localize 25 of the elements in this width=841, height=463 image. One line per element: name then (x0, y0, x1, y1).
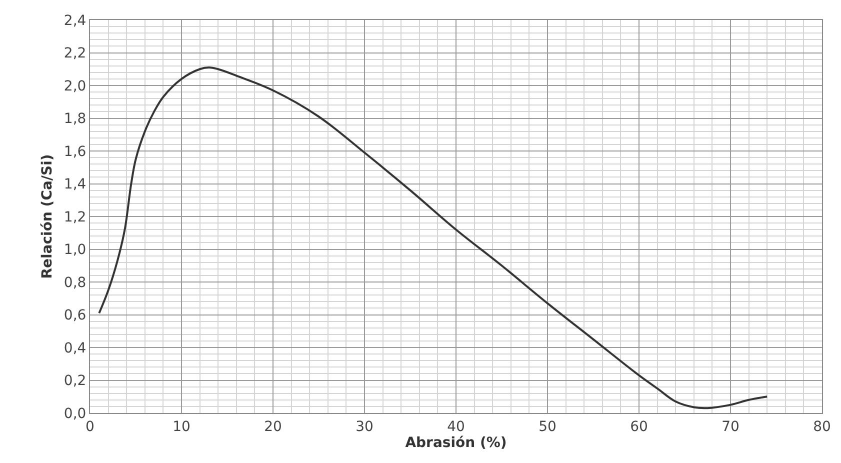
y-tick-label: 0,4 (64, 340, 86, 356)
y-tick-label: 2,2 (64, 46, 86, 62)
line-series (98, 66, 768, 410)
y-tick-label: 2,4 (64, 12, 86, 29)
y-axis-title: Relación (Ca/Si) (40, 154, 56, 279)
x-tick-label: 10 (172, 418, 190, 435)
y-tick-label: 1,4 (64, 176, 86, 193)
y-tick-label: 1,8 (64, 111, 86, 128)
x-axis-title: Abrasión (%) (405, 434, 507, 451)
x-tick-label: 0 (86, 418, 94, 435)
y-tick-label: 0,6 (64, 308, 86, 324)
y-tick-label: 1,0 (64, 242, 86, 258)
y-tick-label: 0,0 (64, 406, 86, 422)
x-tick-label: 80 (813, 418, 831, 435)
y-tick-label: 1,2 (64, 209, 86, 226)
y-tick-label: 0,8 (64, 274, 86, 291)
x-tick-label: 70 (722, 418, 740, 435)
x-tick-label: 40 (447, 418, 465, 435)
x-tick-label: 30 (356, 418, 374, 435)
x-tick-label: 50 (538, 418, 556, 435)
x-tick-label: 20 (264, 418, 282, 435)
y-tick-label: 2,0 (64, 78, 86, 94)
x-tick-label: 60 (630, 418, 648, 435)
y-tick-label: 0,2 (64, 373, 86, 390)
y-tick-label: 1,6 (64, 144, 86, 160)
